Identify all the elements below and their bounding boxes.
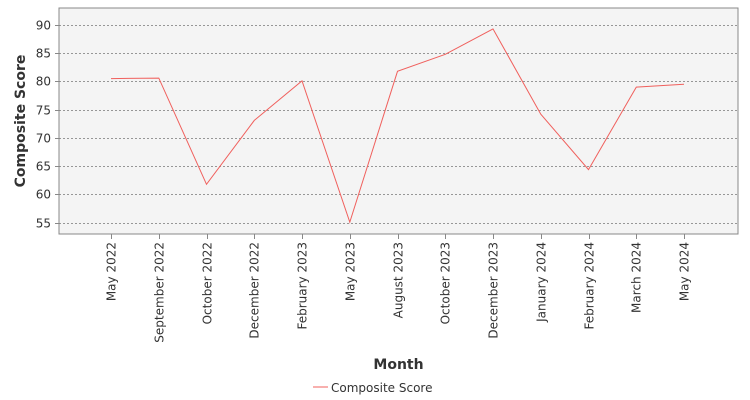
y-axis-title: Composite Score (13, 55, 29, 188)
x-tick-label: October 2022 (201, 242, 215, 324)
x-tick-label: September 2022 (153, 242, 167, 343)
plot-area (58, 7, 739, 235)
legend-label: Composite Score (331, 381, 432, 395)
y-axis: 55 60 65 70 75 80 85 90 (36, 19, 59, 231)
x-tick-label: May 2022 (105, 242, 119, 301)
x-tick-label: August 2023 (392, 242, 406, 318)
x-axis-title: Month (373, 357, 423, 373)
x-tick-label: February 2023 (296, 242, 310, 330)
y-tick-label: 85 (36, 47, 51, 61)
x-tick-label: March 2024 (630, 242, 644, 313)
y-tick-label: 60 (36, 188, 51, 202)
x-tick-label: May 2024 (678, 242, 692, 301)
x-tick-label: December 2022 (248, 242, 262, 339)
x-tick-label: February 2024 (583, 242, 597, 330)
series-line (110, 28, 685, 224)
y-tick-label: 55 (36, 217, 51, 231)
y-tick-label: 80 (36, 75, 51, 89)
y-tick-label: 75 (36, 104, 51, 118)
x-tick-label: May 2023 (344, 242, 358, 301)
x-tick-label: October 2023 (439, 242, 453, 324)
y-tick-label: 90 (36, 19, 51, 33)
y-tick-label: 65 (36, 160, 51, 174)
y-tick-label: 70 (36, 132, 51, 146)
x-tick-label: December 2023 (487, 242, 501, 339)
x-tick-label: January 2024 (535, 242, 549, 323)
legend: Composite Score (313, 381, 432, 395)
x-axis: May 2022 September 2022 October 2022 Decemb… (105, 234, 692, 343)
grid-lines (59, 25, 738, 224)
series-layer (110, 28, 685, 224)
